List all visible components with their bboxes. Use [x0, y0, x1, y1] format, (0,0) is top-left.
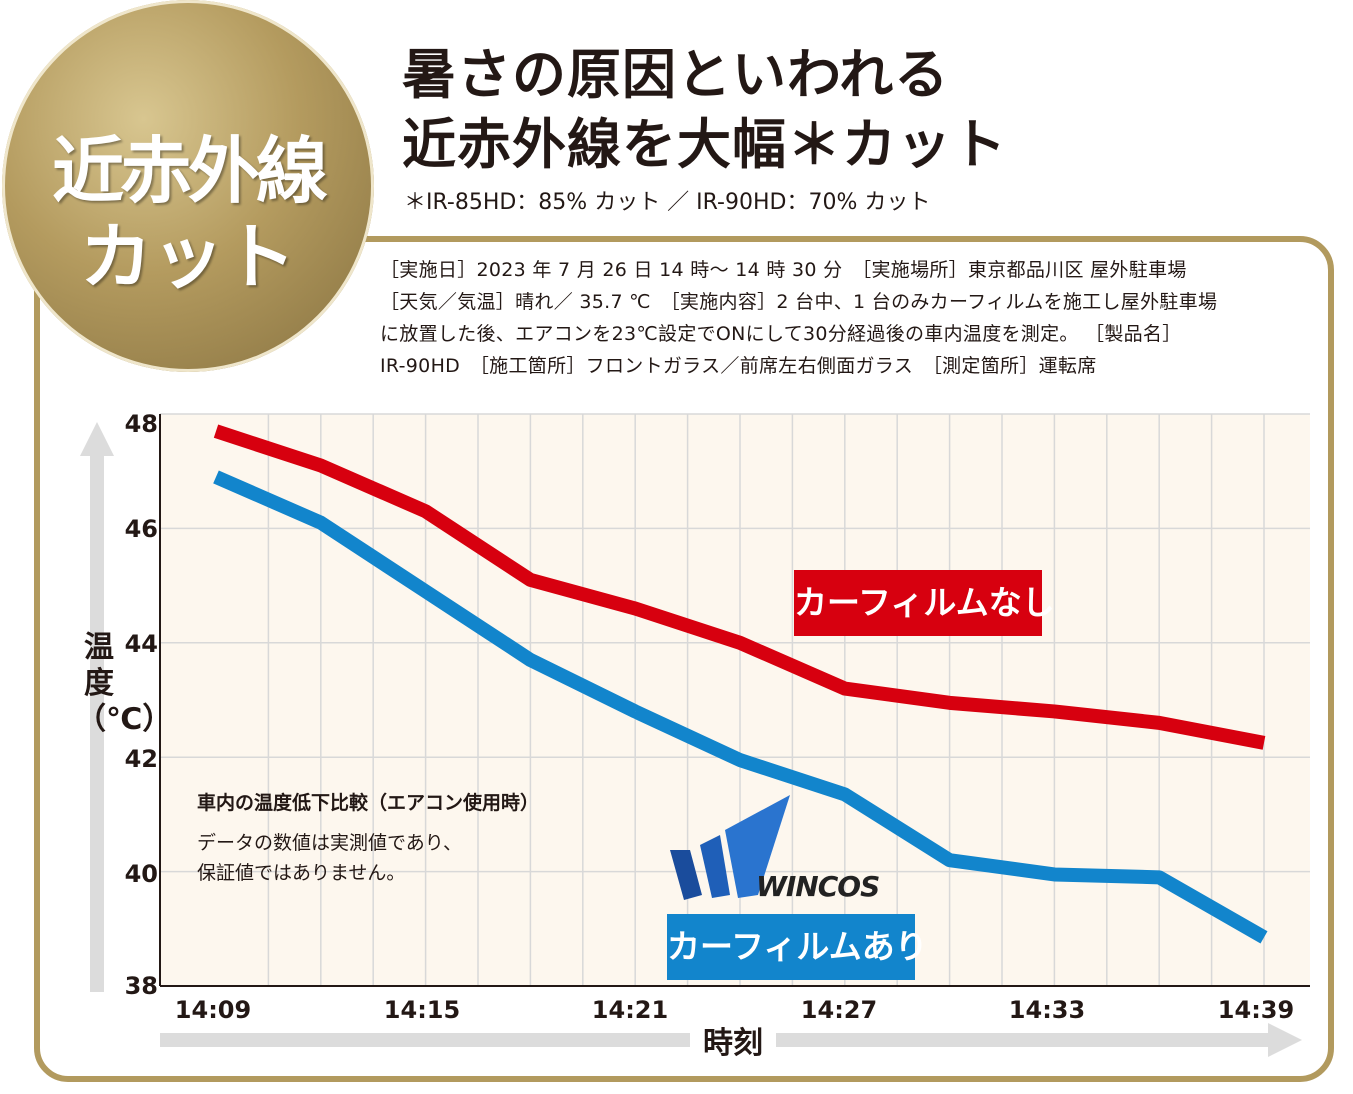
series-layer — [213, 424, 1268, 944]
x-tick-label: 14:09 — [174, 996, 252, 1024]
y-axis-arrow-shaft — [90, 452, 104, 992]
series-label-no-film: カーフィルムなし — [794, 570, 1055, 636]
plot-area — [160, 414, 1310, 986]
y-tick-label: 38 — [124, 972, 158, 1000]
x-axis-arrow-head — [1268, 1023, 1302, 1057]
headline-line2: 近赤外線を大幅＊カット — [402, 113, 1007, 176]
badge-line2: カット — [79, 215, 296, 299]
y-tick-label: 44 — [124, 630, 158, 658]
wincos-logo-text: WINCOS — [756, 870, 880, 903]
y-tick-label: 42 — [124, 745, 158, 773]
note-heading: 車内の温度低下比較（エアコン使用時） — [197, 792, 540, 814]
y-tick-label: 48 — [124, 410, 158, 438]
wincos-logo-mark — [670, 795, 790, 900]
conditions-line1: ［実施日］2023 年 7 月 26 日 14 時〜 14 時 30 分 ［実施… — [380, 259, 1187, 281]
y-tick-label: 40 — [124, 860, 158, 888]
note-line2: 保証値ではありません。 — [197, 862, 406, 884]
headline-line1: 暑さの原因といわれる — [402, 43, 950, 106]
badge-line1: 近赤外線 — [51, 129, 328, 213]
conditions-line3: に放置した後、エアコンを23℃設定でONにして30分経過後の車内温度を測定。 ［… — [380, 323, 1182, 345]
x-tick-label: 14:15 — [383, 996, 461, 1024]
x-tick-label: 14:21 — [591, 996, 669, 1024]
x-tick-label: 14:27 — [800, 996, 878, 1024]
series-label-with-film: カーフィルムあり — [667, 914, 928, 980]
series-line-with-film — [213, 470, 1268, 944]
note-line1: データの数値は実測値であり、 — [197, 832, 463, 854]
conditions-line4: IR-90HD ［施工箇所］フロントガラス／前席左右側面ガラス ［測定箇所］運転… — [380, 355, 1097, 377]
note-body: データの数値は実測値であり、 保証値ではありません。 — [197, 828, 462, 888]
series-line-no-film — [213, 424, 1266, 750]
footnote: ＊IR-85HD：85% カット ／ IR-90HD：70% カット — [404, 190, 931, 215]
badge: 近赤外線 カット — [2, 0, 374, 372]
x-tick-label: 14:33 — [1008, 996, 1086, 1024]
x-tick-label: 14:39 — [1217, 996, 1295, 1024]
x-axis-label: 時刻 — [690, 1018, 776, 1062]
y-axis-arrow-head — [80, 422, 114, 456]
conditions-line2: ［天気／気温］晴れ／ 35.7 ℃ ［実施内容］2 台中、1 台のみカーフィルム… — [380, 291, 1218, 313]
y-tick-label: 46 — [124, 515, 158, 543]
y-axis-label: 温度（℃） — [76, 630, 172, 737]
